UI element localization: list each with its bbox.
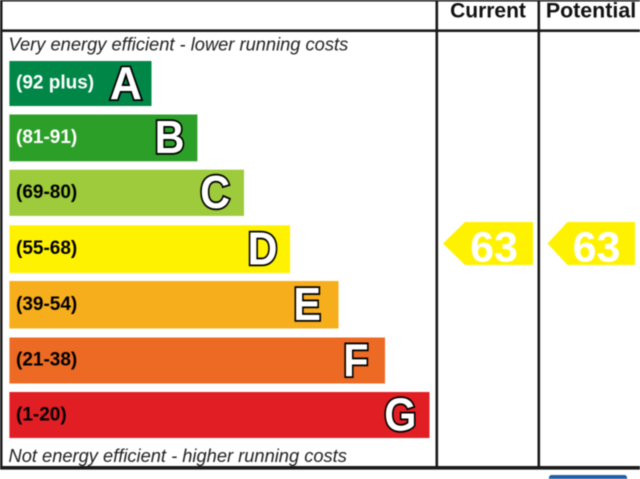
svg-text:(81-91): (81-91)	[16, 127, 77, 148]
svg-text:Potential: Potential	[546, 0, 636, 22]
svg-text:(92 plus): (92 plus)	[16, 73, 94, 94]
svg-text:E: E	[293, 279, 321, 331]
svg-text:Not energy efficient - higher: Not energy efficient - higher running co…	[9, 445, 347, 466]
svg-text:B: B	[155, 112, 185, 164]
svg-text:G: G	[384, 390, 416, 442]
svg-text:(69-80): (69-80)	[16, 182, 77, 203]
svg-text:(1-20): (1-20)	[16, 404, 67, 425]
svg-text:(21-38): (21-38)	[16, 350, 77, 371]
svg-text:Current: Current	[450, 0, 526, 22]
svg-text:(39-54): (39-54)	[16, 294, 77, 315]
svg-text:63: 63	[470, 224, 518, 272]
svg-text:Very energy efficient - lower: Very energy efficient - lower running co…	[9, 34, 349, 55]
svg-text:D: D	[248, 224, 278, 276]
svg-text:C: C	[200, 167, 230, 219]
svg-text:A: A	[110, 57, 142, 109]
svg-text:63: 63	[573, 224, 621, 272]
svg-text:F: F	[343, 335, 368, 387]
svg-text:(55-68): (55-68)	[16, 238, 77, 259]
